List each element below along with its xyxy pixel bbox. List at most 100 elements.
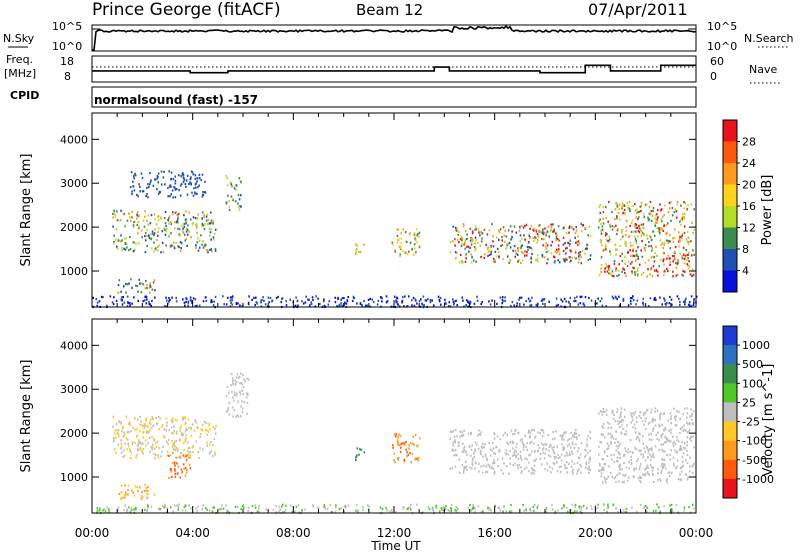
scatter-cell [498,255,500,258]
time-tick-label: 20:00 [578,526,613,540]
scatter-cell [514,462,516,465]
scatter-cell [527,248,529,251]
scatter-cell [191,446,194,449]
scatter-cell [562,257,565,260]
scatter-cell [531,450,533,453]
scatter-cell [616,473,618,477]
scatter-cell [254,303,256,307]
scatter-cell [606,507,609,510]
scatter-cell [135,508,137,511]
scatter-cell [598,273,601,277]
scatter-cell [478,231,480,234]
scatter-cell [156,440,159,443]
scatter-cell [398,238,400,241]
scatter-cell [502,257,504,260]
scatter-cell [196,304,198,307]
scatter-cell [648,205,651,209]
scatter-cell [445,504,447,508]
scatter-cell [514,250,517,253]
scatter-cell [554,250,556,253]
scatter-cell [663,297,665,300]
scatter-cell [209,234,211,237]
scatter-cell [586,438,588,441]
scatter-cell [480,431,482,434]
scatter-cell [610,436,612,439]
scatter-cell [440,507,443,510]
scatter-cell [395,435,397,438]
scatter-cell [149,291,151,294]
scatter-cell [240,508,242,511]
scatter-cell [103,508,106,511]
scatter-cell [176,430,178,433]
scatter-cell [663,505,665,508]
scatter-cell [362,508,365,511]
scatter-cell [133,177,135,180]
scatter-cell [112,242,115,245]
scatter-cell [557,509,559,512]
scatter-cell [644,261,646,264]
scatter-cell [658,439,660,442]
scatter-cell [600,267,602,270]
scatter-cell [160,455,162,458]
scatter-cell [170,232,172,235]
scatter-cell [575,436,577,439]
scatter-cell [603,248,605,251]
scatter-cell [656,437,659,440]
scatter-cell [142,448,145,451]
scatter-cell [112,425,114,428]
scatter-cell [553,230,555,233]
scatter-cell [232,382,234,385]
scatter-cell [551,467,554,470]
scatter-cell [157,172,160,175]
scatter-cell [674,415,676,418]
scatter-cell [646,237,649,240]
scatter-cell [652,255,654,258]
scatter-cell [406,455,408,458]
scatter-cell [226,177,229,180]
scatter-cell [517,247,520,250]
scatter-cell [531,296,533,299]
scatter-cell [212,454,214,457]
scatter-cell [402,250,404,253]
scatter-cell [576,470,579,473]
scatter-cell [153,279,156,282]
scatter-cell [540,299,543,302]
scatter-cell [131,216,133,219]
scatter-cell [150,418,152,421]
velocity-x-ticks [91,319,697,513]
scatter-cell [161,424,164,427]
scatter-cell [590,505,593,508]
scatter-cell [122,455,124,458]
scatter-cell [201,195,204,198]
scatter-cell [215,424,217,428]
scatter-cell [171,213,174,216]
scatter-cell [169,454,172,457]
scatter-cell [611,228,614,231]
scatter-cell [483,228,486,231]
scatter-cell [204,507,207,510]
scatter-cell [564,464,566,467]
scatter-cell [241,407,244,410]
colorbar-swatch [723,478,737,499]
scatter-cell [645,505,647,508]
scatter-cell [606,504,609,507]
scatter-cell [449,240,452,243]
scatter-cell [662,467,664,470]
scatter-cell [98,509,101,512]
scatter-cell [469,504,471,507]
scatter-cell [162,251,165,254]
scatter-cell [480,465,482,468]
scatter-cell [147,431,149,434]
scatter-cell [440,303,442,306]
scatter-cell [145,302,148,305]
scatter-cell [509,260,512,263]
scatter-cell [519,454,522,457]
scatter-cell [142,190,145,193]
scatter-cell [166,454,169,457]
scatter-cell [471,457,474,460]
scatter-cell [637,436,640,439]
scatter-cell [601,225,604,228]
scatter-cell [137,299,140,302]
scatter-cell [203,191,206,194]
scatter-cell [606,442,609,445]
